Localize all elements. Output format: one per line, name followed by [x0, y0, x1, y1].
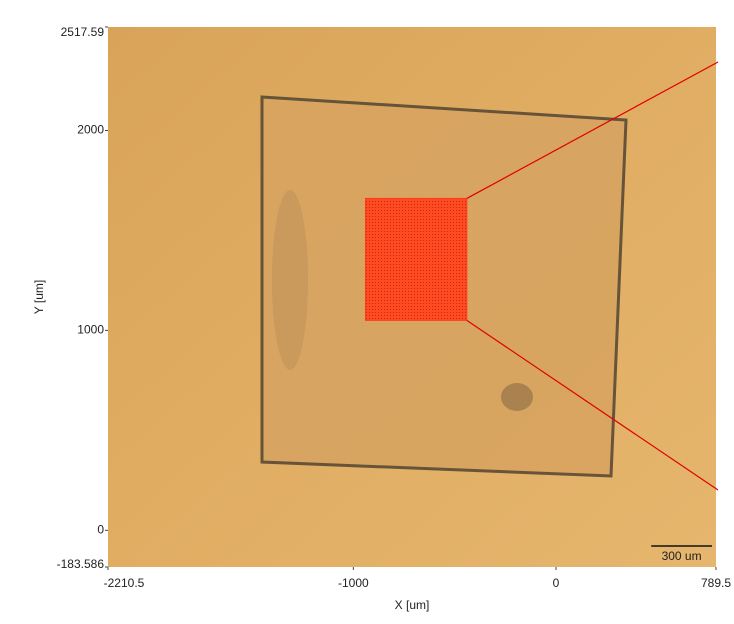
x-tick-label: -2210.5: [104, 576, 145, 590]
shadow: [272, 190, 308, 370]
y-tick-label: -183.586: [57, 557, 105, 571]
chart: Y [um] X [um] -2210.5 -1000 0 789.5 -183.586…: [0, 0, 734, 619]
y-tick-label: 0: [97, 522, 104, 536]
y-tick-label: 2517.59: [61, 25, 105, 39]
x-tick-label: 789.5: [701, 576, 731, 590]
scale-bar-label: 300 um: [662, 549, 702, 563]
x-tick-label: -1000: [338, 576, 369, 590]
y-tick-label: 1000: [77, 323, 104, 337]
y-axis-label: Y [um]: [32, 280, 46, 314]
x-tick-label: 0: [553, 576, 560, 590]
x-axis-label: X [um]: [395, 598, 430, 612]
y-tick-label: 2000: [77, 123, 104, 137]
spot: [501, 383, 533, 411]
measurement-region: [365, 198, 466, 320]
body: Y [um] X [um] -2210.5 -1000 0 789.5 -183.586…: [0, 0, 734, 619]
page: {"chart_data": {"type": "image", "xlabel…: [0, 0, 734, 619]
